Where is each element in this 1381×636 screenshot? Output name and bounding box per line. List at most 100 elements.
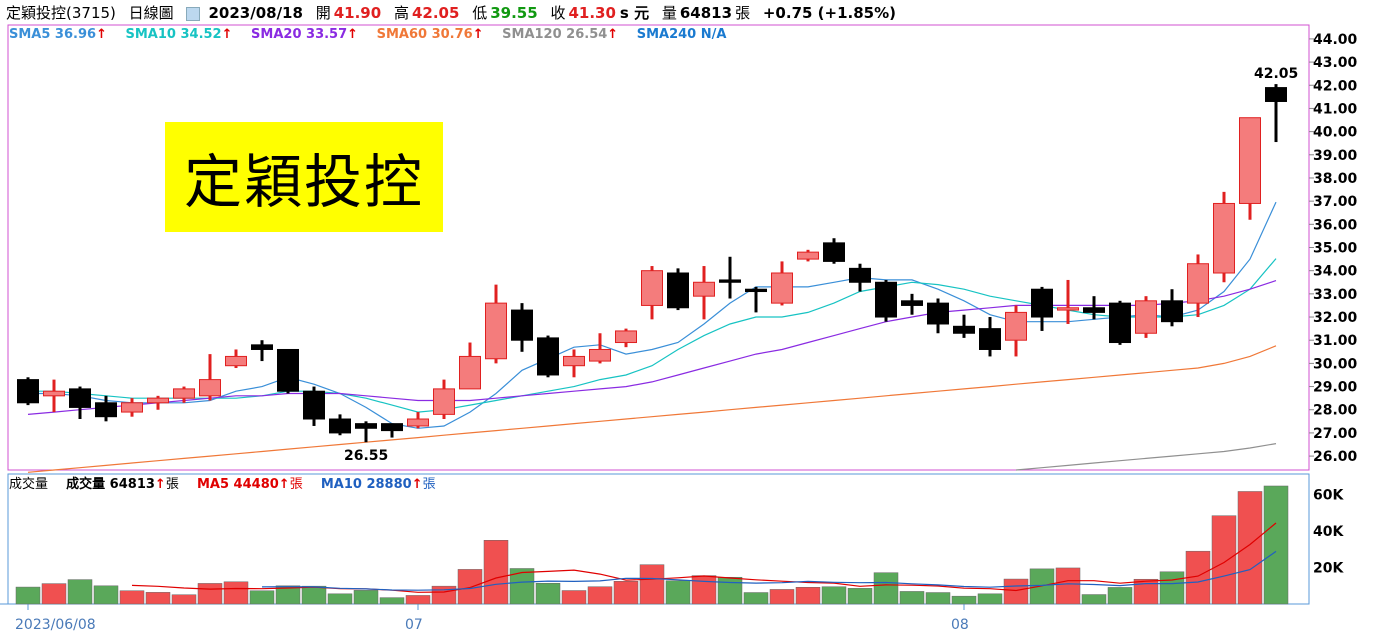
price-tick-label: 26.00 xyxy=(1313,449,1358,465)
candle-body xyxy=(1057,307,1079,311)
candle-body xyxy=(771,272,793,304)
high-label: 高 xyxy=(393,4,409,22)
volume-legend: 成交量 成交量 64813↑張 MA5 44480↑張 MA10 28880↑張 xyxy=(9,477,450,493)
candle-body xyxy=(121,402,143,413)
sma10-legend[interactable]: SMA10 34.52↑ xyxy=(125,27,233,42)
price-tick-label: 34.00 xyxy=(1313,264,1358,280)
candle-body xyxy=(823,242,845,262)
volume-bar xyxy=(847,588,873,605)
price-tick-label: 38.00 xyxy=(1313,171,1358,187)
sma60-legend[interactable]: SMA60 30.76↑ xyxy=(376,27,484,42)
sma120-legend[interactable]: SMA120 26.54↑ xyxy=(502,27,619,42)
volume-bar xyxy=(535,582,561,605)
candle-body xyxy=(953,325,975,334)
candle-body xyxy=(225,355,247,367)
volume-bar xyxy=(639,564,665,605)
volume-bar xyxy=(873,572,899,605)
candle-body xyxy=(1135,300,1157,334)
price-tick-label: 44.00 xyxy=(1313,32,1358,48)
stock-title: 定穎投控(3715) xyxy=(6,4,116,22)
candle-body xyxy=(667,272,689,309)
volume-bar xyxy=(925,592,951,605)
high-price-annotation: 42.05 xyxy=(1254,66,1298,82)
stock-name-logo: 定穎投控 xyxy=(165,122,443,232)
sma120-line xyxy=(1015,443,1277,471)
candle-body xyxy=(17,379,39,404)
candle-body xyxy=(433,388,455,415)
candle-body xyxy=(511,309,533,341)
volume-bar xyxy=(691,575,717,605)
sma60-line xyxy=(27,345,1277,473)
volume-value: 64813 xyxy=(679,4,733,22)
volume-bar xyxy=(41,583,67,605)
candle-body xyxy=(563,355,585,367)
candle-body xyxy=(693,281,715,297)
x-tick-label: 08 xyxy=(951,617,969,633)
period-label: 日線圖 xyxy=(128,4,174,22)
volume-bar xyxy=(1029,568,1055,605)
volume-bar xyxy=(15,586,41,605)
candle-body xyxy=(745,288,767,293)
volume-bar xyxy=(977,593,1003,605)
price-tick-label: 31.00 xyxy=(1313,333,1358,349)
candle-body xyxy=(303,390,325,420)
volume-bar xyxy=(223,581,249,605)
volume-panel-title: 成交量 xyxy=(9,477,49,492)
volume-bar xyxy=(587,586,613,605)
candle-body xyxy=(979,328,1001,350)
volume-bar xyxy=(1159,571,1185,605)
volume-bar xyxy=(275,585,301,605)
candle-body xyxy=(1083,307,1105,313)
sma-legend: SMA5 36.96↑ SMA10 34.52↑ SMA20 33.57↑ SM… xyxy=(9,27,740,43)
candle-body xyxy=(589,348,611,362)
candle-body xyxy=(719,279,741,283)
volume-bar xyxy=(821,586,847,605)
volume-bar xyxy=(951,595,977,605)
price-tick-label: 37.00 xyxy=(1313,194,1358,210)
candle-body xyxy=(251,344,273,350)
volume-tick-label: 40K xyxy=(1313,524,1344,540)
candle-body xyxy=(459,355,481,390)
candle-body xyxy=(1031,288,1053,318)
ma5-volume-legend[interactable]: MA5 44480↑張 xyxy=(196,477,303,492)
x-tick-label: 07 xyxy=(405,617,423,633)
sma5-legend[interactable]: SMA5 36.96↑ xyxy=(9,27,107,42)
candle-body xyxy=(173,388,195,399)
candle-body xyxy=(69,388,91,408)
candle-body xyxy=(797,251,819,260)
candle-body xyxy=(615,330,637,344)
volume-bar xyxy=(197,583,223,605)
volume-bar xyxy=(119,590,145,605)
price-tick-label: 30.00 xyxy=(1313,356,1358,372)
price-tick-label: 39.00 xyxy=(1313,148,1358,164)
volume-bar xyxy=(717,576,743,605)
volume-bar xyxy=(249,590,275,605)
volume-bar xyxy=(1133,578,1159,605)
candle-body xyxy=(407,418,429,427)
volume-bar xyxy=(899,591,925,605)
candle-body xyxy=(1265,87,1287,102)
sma240-legend[interactable]: SMA240 N/A xyxy=(636,27,727,42)
price-tick-label: 36.00 xyxy=(1313,217,1358,233)
volume-bar xyxy=(145,592,171,605)
volume-bar xyxy=(483,540,509,605)
candle-body xyxy=(927,302,949,325)
volume-bar xyxy=(171,594,197,605)
dropdown-icon[interactable] xyxy=(186,6,201,21)
volume-unit: 張 xyxy=(735,4,751,22)
volume-label: 量 xyxy=(661,4,677,22)
price-tick-label: 28.00 xyxy=(1313,403,1358,419)
candle-body xyxy=(1109,302,1131,344)
candle-body xyxy=(329,418,351,434)
price-tick-label: 42.00 xyxy=(1313,78,1358,94)
ma10-volume-legend[interactable]: MA10 28880↑張 xyxy=(320,477,436,492)
change-value: +0.75 (+1.85%) xyxy=(762,4,896,22)
volume-bar xyxy=(67,579,93,605)
price-tick-label: 43.00 xyxy=(1313,55,1358,71)
volume-legend-item[interactable]: 成交量 64813↑張 xyxy=(66,477,179,492)
volume-bar xyxy=(93,585,119,605)
candle-body xyxy=(43,390,65,397)
candle-body xyxy=(95,402,117,418)
sma20-legend[interactable]: SMA20 33.57↑ xyxy=(251,27,359,42)
